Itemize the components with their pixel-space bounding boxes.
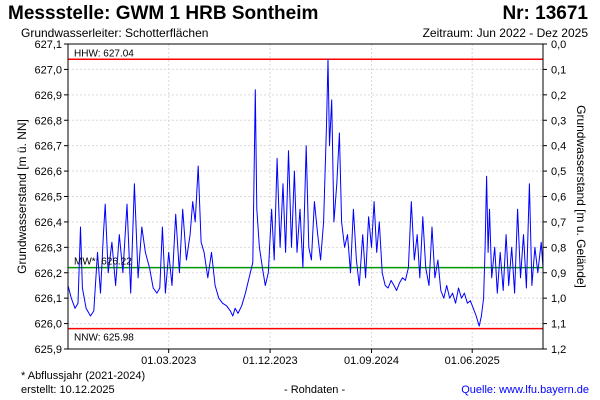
- y-tick-label-left: 626,8: [34, 115, 62, 127]
- y-tick-label-right: 0,6: [551, 192, 566, 204]
- y-axis-title-left: Grundwasserstand [m ü. NN]: [15, 119, 29, 274]
- y-tick-label-left: 626,6: [34, 166, 62, 178]
- y-tick-label-left: 626,1: [34, 293, 62, 305]
- y-tick-label-left: 626,3: [34, 242, 62, 254]
- y-tick-label-left: 626,4: [34, 217, 62, 229]
- y-tick-label-left: 626,0: [34, 319, 62, 331]
- y-tick-label-left: 626,7: [34, 141, 62, 153]
- y-tick-label-left: 626,2: [34, 268, 62, 280]
- x-tick-label: 01.03.2023: [141, 355, 196, 367]
- y-tick-label-left: 627,0: [34, 64, 62, 76]
- station-number: Nr: 13671: [502, 3, 588, 24]
- y-tick-label-right: 0,9: [551, 268, 566, 280]
- period-label: Zeitraum: Jun 2022 - Dez 2025: [422, 26, 588, 40]
- y-tick-label-right: 0,8: [551, 242, 566, 254]
- plot-frame: [67, 43, 544, 350]
- y-tick-label-right: 1,0: [551, 293, 566, 305]
- y-tick-label-left: 626,9: [34, 90, 62, 102]
- footnote: * Abflussjahr (2021-2024): [21, 370, 146, 382]
- reference-line-label: MW*: 626.22: [74, 257, 132, 268]
- y-tick-label-left: 625,9: [34, 344, 62, 356]
- x-tick-label: 01.09.2024: [344, 355, 399, 367]
- y-tick-label-right: 0,4: [551, 141, 566, 153]
- created-date: erstellt: 10.12.2025: [21, 384, 115, 396]
- x-tick-label: 01.12.2023: [243, 355, 298, 367]
- y-tick-label-right: 1,1: [551, 319, 566, 331]
- y-tick-label-right: 0,5: [551, 166, 566, 178]
- y-tick-label-left: 626,5: [34, 192, 62, 204]
- y-tick-label-right: 0,1: [551, 64, 566, 76]
- aquifer-label: Grundwasserleiter: Schotterflächen: [21, 26, 209, 40]
- y-tick-label-right: 1,2: [551, 344, 566, 356]
- raw-data-label: - Rohdaten -: [284, 384, 346, 396]
- y-tick-label-left: 627,1: [34, 39, 62, 51]
- y-tick-label-right: 0,3: [551, 115, 566, 127]
- station-title: Messstelle: GWM 1 HRB Sontheim: [8, 3, 319, 24]
- groundwater-series-line: [67, 58, 544, 327]
- reference-line-label: HHW: 627.04: [74, 48, 134, 59]
- y-tick-label-right: 0,0: [551, 39, 566, 51]
- y-tick-label-right: 0,7: [551, 217, 566, 229]
- source-link[interactable]: Quelle: www.lfu.bayern.de: [461, 384, 589, 396]
- y-tick-label-right: 0,2: [551, 90, 566, 102]
- x-tick-label: 01.06.2025: [445, 355, 500, 367]
- y-axis-title-right: Grundwasserstand [m u. Gelände]: [574, 105, 588, 288]
- reference-line-label: NNW: 625.98: [74, 333, 134, 344]
